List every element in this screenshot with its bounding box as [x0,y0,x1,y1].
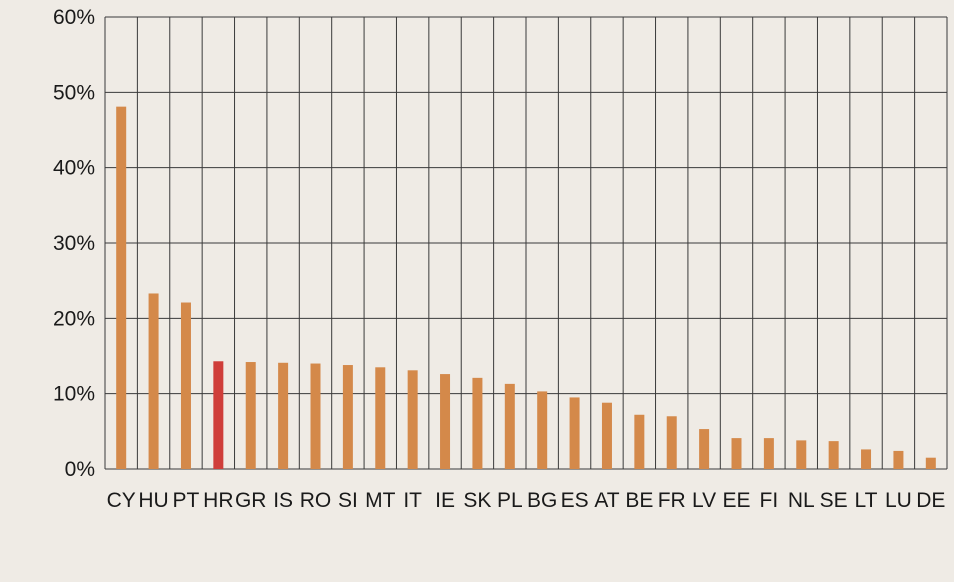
bar-nl [796,440,807,469]
bar-lv [699,429,710,469]
bar-si [342,365,353,469]
bar-mt [375,367,386,469]
y-tick-label: 40% [53,157,95,180]
x-category-label: SK [463,489,491,512]
x-category-label: RO [300,489,332,512]
bar-is [278,362,289,469]
x-category-label: AT [594,489,619,512]
x-category-label: LU [885,489,912,512]
x-category-label: EE [722,489,750,512]
x-category-label: FI [760,489,779,512]
y-tick-label: 10% [53,383,95,406]
y-tick-label: 30% [53,232,95,255]
bars [116,106,936,469]
x-category-label: ES [561,489,589,512]
bar-it [407,370,418,469]
bar-hr [213,361,224,469]
y-tick-label: 0% [65,458,95,481]
bar-fr [666,416,677,469]
bar-lu [893,450,904,469]
bar-be [634,414,645,469]
x-category-label: IE [435,489,455,512]
bar-ee [731,438,742,469]
x-category-label: LV [692,489,716,512]
y-axis-tick-labels: 0% 10% 20% 30% 40% 50% 60% [53,6,95,481]
x-category-label: HU [138,489,168,512]
x-axis-category-labels: CY HU PT HR GR IS RO SI MT IT IE SK PL BG ES AT BE FR LV EE… [107,489,946,512]
y-tick-label: 50% [53,81,95,104]
bar-gr [245,362,256,469]
bar-bg [537,391,548,469]
x-category-label: DE [916,489,945,512]
bar-ro [310,363,321,469]
x-category-label: PL [497,489,523,512]
x-category-label: NL [788,489,815,512]
x-category-label: FR [658,489,686,512]
bar-lt [861,449,872,469]
x-category-label: CY [107,489,136,512]
bar-se [828,441,839,469]
x-category-label: SI [338,489,358,512]
bar-hu [148,293,159,469]
x-category-label: GR [235,489,267,512]
bar-at [601,402,612,469]
x-category-label: PT [173,489,200,512]
bar-fi [763,438,774,469]
x-category-label: IS [273,489,293,512]
bar-ie [440,374,451,469]
y-tick-label: 20% [53,307,95,330]
x-category-label: BG [527,489,557,512]
x-category-label: SE [820,489,848,512]
bar-de [925,457,936,469]
x-category-label: HR [203,489,233,512]
bar-cy [116,106,127,469]
x-category-label: MT [365,489,395,512]
bar-sk [472,377,483,469]
y-tick-label: 60% [53,6,95,29]
bar-pt [180,302,191,469]
x-category-label: LT [855,489,878,512]
bar-es [569,397,580,469]
x-category-label: IT [403,489,422,512]
x-category-label: BE [625,489,653,512]
bar-pl [504,383,515,469]
grid-lines [104,16,948,470]
